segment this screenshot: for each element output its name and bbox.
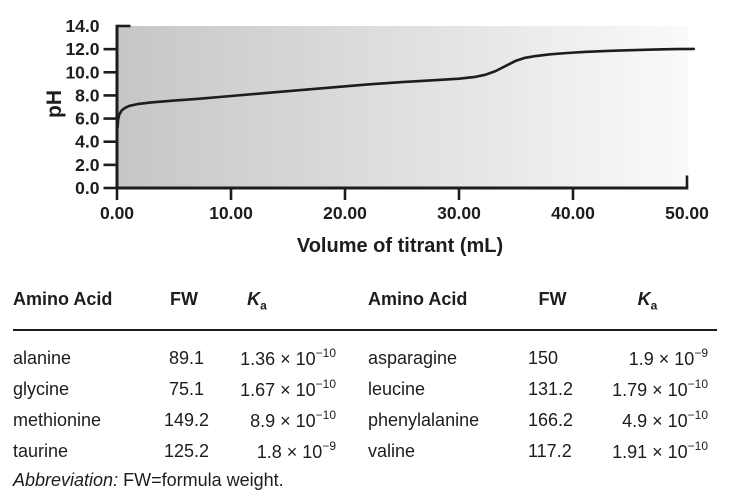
amino-acid-name: taurine: [13, 440, 69, 461]
y-tick-label: 0.0: [75, 178, 100, 198]
amino-acid-name: phenylalanine: [368, 409, 480, 430]
axis-tick-labels: 0.00 10.00 20.00 30.00 40.00 50.00 0.0 2.0 4.0 6.…: [65, 16, 709, 223]
fw-value: 89.1: [168, 347, 204, 368]
ka-value: 1.91 × 10−10: [612, 438, 708, 462]
ka-exponent: −10: [687, 438, 708, 453]
x-tick-label: 10.00: [209, 203, 253, 223]
fw-value: 150: [528, 347, 559, 368]
ka-exponent: −9: [322, 438, 336, 453]
col-header-amino-acid: Amino Acid: [368, 289, 468, 309]
y-tick-label: 14.0: [65, 16, 99, 36]
ka-value: 1.9 × 10−9: [628, 345, 708, 369]
fw-value: 166.2: [528, 409, 574, 430]
table-row: leucine 131.2 1.79 × 10−10: [368, 373, 710, 404]
amino-acid-table-right: Amino Acid FW Ka asparagine 150 1.9 × 10−9…: [368, 284, 710, 466]
amino-acid-name: glycine: [13, 378, 70, 399]
x-axis-title: Volume of titrant (mL): [297, 235, 503, 257]
ka-value: 8.9 × 10−10: [250, 407, 336, 431]
ka-symbol: K: [247, 289, 261, 309]
table-header-rule: [13, 329, 717, 331]
y-tick-label: 10.0: [65, 62, 99, 82]
col-header-ka: Ka: [204, 284, 338, 342]
table-row: methionine 149.2 8.9 × 10−10: [13, 404, 338, 435]
table-header-row: Amino Acid FW Ka: [13, 284, 338, 342]
fw-value: 117.2: [528, 440, 572, 461]
table-row: taurine 125.2 1.8 × 10−9: [13, 435, 338, 466]
table-row: asparagine 150 1.9 × 10−9: [368, 342, 710, 373]
fw-value: 75.1: [168, 378, 204, 399]
ka-value: 1.8 × 10−9: [256, 438, 336, 462]
axis-ticks: [103, 24, 689, 200]
fw-value: 131.2: [528, 378, 574, 399]
y-tick-label: 2.0: [75, 155, 100, 175]
footnote-text: FW=formula weight.: [118, 470, 284, 490]
ka-subscript: a: [260, 298, 267, 313]
col-header-ka: Ka: [585, 284, 710, 342]
table-row: phenylalanine 166.2 4.9 × 10−10: [368, 404, 710, 435]
x-tick-label: 50.00: [665, 203, 709, 223]
x-tick-label: 30.00: [437, 203, 481, 223]
ka-exponent: −10: [315, 345, 336, 360]
y-axis-title: pH: [43, 90, 66, 118]
ka-symbol: K: [637, 289, 651, 309]
ka-exponent: −10: [687, 407, 708, 422]
col-header-fw: FW: [170, 289, 198, 309]
x-tick-label: 20.00: [323, 203, 367, 223]
ka-exponent: −9: [694, 345, 708, 360]
amino-acid-name: alanine: [13, 347, 72, 368]
col-header-amino-acid: Amino Acid: [13, 289, 113, 309]
ka-exponent: −10: [315, 376, 336, 391]
table-row: alanine 89.1 1.36 × 10−10: [13, 342, 338, 373]
amino-acid-name: leucine: [368, 378, 426, 399]
amino-acid-name: methionine: [13, 409, 102, 430]
y-tick-label: 6.0: [75, 109, 100, 129]
table-footnote: Abbreviation: FW=formula weight.: [13, 470, 284, 491]
table-row: valine 117.2 1.91 × 10−10: [368, 435, 710, 466]
col-header-fw: FW: [538, 289, 567, 309]
ka-value: 4.9 × 10−10: [622, 407, 708, 431]
table-header-row: Amino Acid FW Ka: [368, 284, 710, 342]
y-tick-label: 12.0: [65, 39, 99, 59]
ka-subscript: a: [650, 298, 658, 313]
ka-exponent: −10: [687, 376, 708, 391]
x-tick-label: 40.00: [551, 203, 595, 223]
fw-value: 149.2: [164, 409, 210, 430]
footnote-abbreviation-label: Abbreviation:: [13, 470, 119, 490]
ka-value: 1.79 × 10−10: [612, 376, 708, 400]
fw-value: 125.2: [164, 440, 210, 461]
y-tick-label: 8.0: [75, 85, 100, 105]
amino-acid-table-left: Amino Acid FW Ka alanine 89.1 1.36 × 10−10…: [13, 284, 338, 466]
y-tick-label: 4.0: [75, 132, 100, 152]
titration-curve: [116, 47, 696, 129]
amino-acid-name: asparagine: [368, 347, 458, 368]
table-row: glycine 75.1 1.67 × 10−10: [13, 373, 338, 404]
x-tick-label: 0.00: [100, 203, 134, 223]
amino-acid-name: valine: [368, 440, 416, 461]
ka-value: 1.36 × 10−10: [240, 345, 336, 369]
ka-value: 1.67 × 10−10: [240, 376, 336, 400]
titration-chart: 0.00 10.00 20.00 30.00 40.00 50.00 0.0 2.0 4.0 6.…: [43, 16, 709, 257]
ka-exponent: −10: [315, 407, 336, 422]
